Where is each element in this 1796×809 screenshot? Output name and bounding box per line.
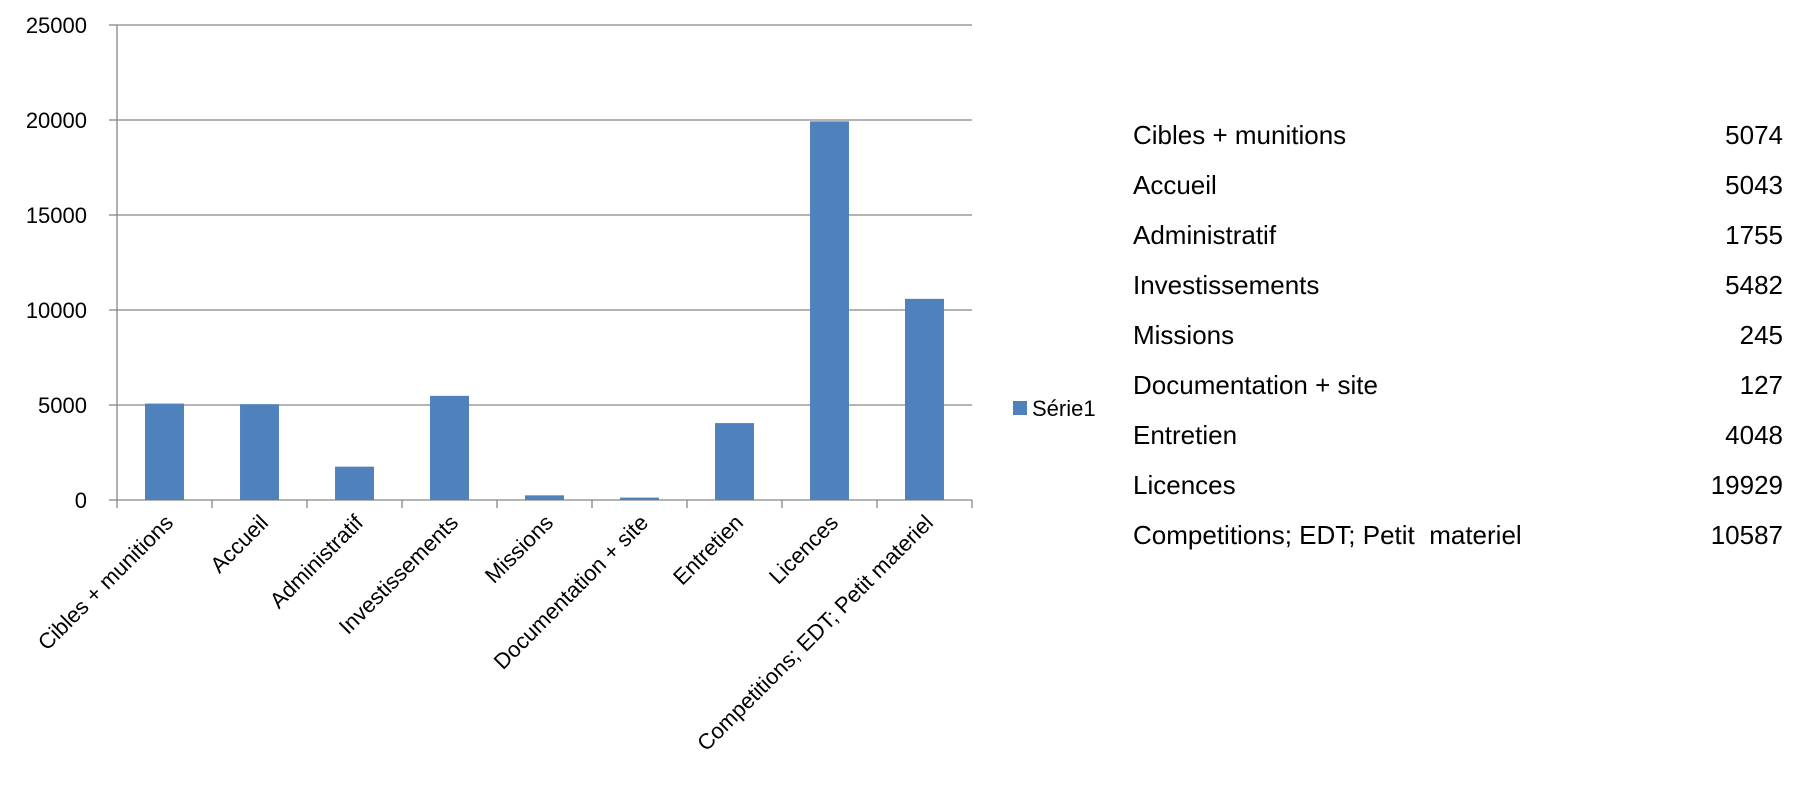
table-row: Entretien 4048 [1133,410,1783,460]
bar [240,404,279,500]
table-row: Cibles + munitions 5074 [1133,110,1783,160]
bar [335,466,374,500]
bars [145,121,944,500]
table-row: Missions 245 [1133,310,1783,360]
row-value: 4048 [1725,420,1783,450]
bar [810,121,849,500]
row-value: 19929 [1710,470,1783,500]
y-tick-label: 25000 [26,13,87,38]
row-value: 1755 [1725,220,1783,250]
bar [620,497,659,500]
bar [525,495,564,500]
table-row: Documentation + site 127 [1133,360,1783,410]
x-tick-label: Documentation + site [489,510,653,674]
table-row: Licences 19929 [1133,460,1783,510]
table-row: Administratif 1755 [1133,210,1783,260]
row-label: Documentation + site [1133,370,1378,400]
table-row: Competitions; EDT; Petit materiel 10587 [1133,510,1783,560]
x-tick-label: Administratif [265,509,369,613]
x-tick-labels: Cibles + munitions AccueilAdministratifIn… [33,509,938,756]
row-label: Entretien [1133,420,1238,450]
bar [715,423,754,500]
bar [905,298,944,500]
data-table: Cibles + munitions 5074 Accueil 5043 Adminis… [1133,110,1783,560]
row-label: Cibles + munitions [1133,120,1347,150]
x-tick-label: Cibles + munitions [33,510,178,655]
row-label: Licences [1133,470,1236,500]
legend-swatch [1013,401,1027,415]
x-tick-label: Missions [480,510,558,588]
row-label: Missions [1133,320,1235,350]
x-tick-label: Entretien [668,510,748,590]
table-row: Accueil 5043 [1133,160,1783,210]
y-tick-label: 20000 [26,108,87,133]
row-value: 5482 [1725,270,1783,300]
row-label: Administratif [1133,220,1277,250]
y-tick-labels: 0 5000 10000 15000 20000 25000 [26,13,87,513]
row-value: 245 [1739,320,1783,350]
row-value: 5074 [1725,120,1783,150]
row-label: Competitions; EDT; Petit materiel [1133,520,1522,550]
y-tick-label: 5000 [38,393,87,418]
bar [430,395,469,500]
legend-label: Série1 [1032,396,1096,421]
x-tick-label: Accueil [205,510,273,578]
bar [145,403,184,500]
y-tick-label: 0 [75,488,87,513]
y-tick-label: 10000 [26,298,87,323]
bar-chart: 0 5000 10000 15000 20000 25000 Cibles + munit… [26,13,1096,756]
y-tick-label: 15000 [26,203,87,228]
row-value: 10587 [1710,520,1783,550]
row-label: Accueil [1133,170,1217,200]
row-value: 5043 [1725,170,1783,200]
row-value: 127 [1739,370,1783,400]
legend: Série1 [1013,396,1096,421]
table-row: Investissements 5482 [1133,260,1783,310]
row-label: Investissements [1133,270,1320,300]
x-tick-label: Licences [764,510,843,589]
